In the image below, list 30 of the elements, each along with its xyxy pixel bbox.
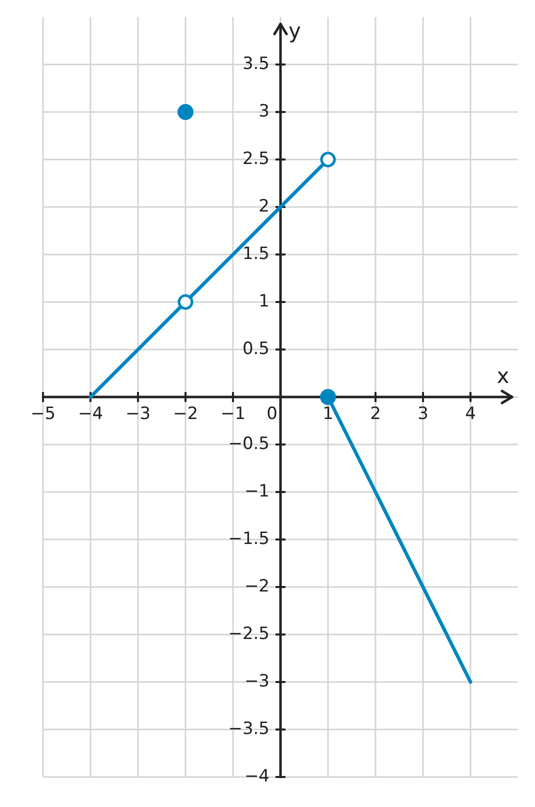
y-tick-label: −2: [244, 576, 270, 596]
x-tick-label: 0: [266, 404, 278, 424]
y-tick-label: −3: [244, 671, 270, 692]
y-tick-label: 3: [258, 101, 270, 122]
y-tick-label: 2: [258, 196, 270, 216]
point: [178, 294, 194, 310]
y-tick-label: 2.5: [242, 148, 270, 169]
x-tick-label: 4: [465, 404, 476, 424]
x-tick-label: 3: [418, 404, 428, 424]
y-tick-label: −4: [244, 766, 270, 786]
y-tick-label: −2.5: [228, 624, 270, 644]
y-tick-label: −1: [244, 481, 270, 502]
x-axis-title: x: [496, 364, 510, 388]
y-tick-label: −0.5: [228, 434, 270, 454]
point: [320, 152, 336, 168]
x-tick-label: −3: [125, 404, 151, 424]
y-tick-label: 3.5: [242, 54, 270, 74]
x-tick-label: 2: [370, 404, 381, 424]
y-axis-title: y: [288, 18, 301, 43]
x-tick-label: −2: [172, 404, 198, 424]
y-tick-label: 0.5: [242, 338, 270, 359]
point: [320, 389, 336, 405]
y-tick-label: 1.5: [242, 244, 270, 264]
point: [178, 104, 194, 120]
y-tick-label: −1.5: [228, 528, 270, 549]
x-tick-label: 1: [322, 404, 334, 424]
x-tick-label: −4: [78, 404, 104, 424]
y-tick-label: 1: [258, 291, 270, 312]
y-tick-label: −3.5: [228, 718, 270, 739]
x-tick-label: −5: [30, 404, 56, 424]
